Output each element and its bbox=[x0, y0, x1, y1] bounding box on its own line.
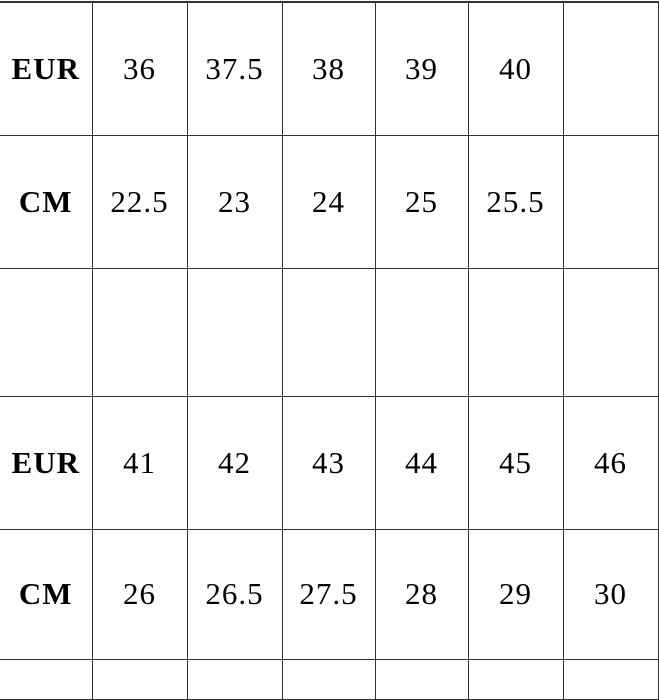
spacer-cell-2 bbox=[186, 267, 283, 397]
cell-cm-small-5: 25.5 bbox=[467, 134, 564, 269]
partial-cell-5 bbox=[467, 658, 564, 700]
cell-eur-small-3: 38 bbox=[281, 1, 376, 136]
cell-cm-small-3: 24 bbox=[281, 134, 376, 269]
cell-eur-large-2: 42 bbox=[186, 395, 283, 530]
cell-eur-small-1: 36 bbox=[91, 1, 188, 136]
spacer-cell-6 bbox=[562, 267, 659, 397]
spacer-cell-0 bbox=[0, 267, 93, 397]
cell-cm-small-6-empty bbox=[562, 134, 659, 269]
row-label-eur-small: EUR bbox=[0, 1, 93, 136]
row-label-eur-large: EUR bbox=[0, 395, 93, 530]
cell-eur-small-5: 40 bbox=[467, 1, 564, 136]
table-row-spacer bbox=[0, 267, 659, 397]
cell-eur-large-3: 43 bbox=[281, 395, 376, 530]
row-label-cm-large: CM bbox=[0, 528, 93, 660]
table-row-cm-large: CM 26 26.5 27.5 28 29 30 bbox=[0, 528, 659, 660]
partial-cell-1 bbox=[91, 658, 188, 700]
cell-eur-large-5: 45 bbox=[467, 395, 564, 530]
cell-eur-small-6-empty bbox=[562, 1, 659, 136]
cell-cm-small-4: 25 bbox=[374, 134, 469, 269]
table-row-eur-small: EUR 36 37.5 38 39 40 bbox=[0, 1, 659, 136]
cell-cm-large-3: 27.5 bbox=[281, 528, 376, 660]
table-row-eur-large: EUR 41 42 43 44 45 46 bbox=[0, 395, 659, 530]
cell-cm-large-5: 29 bbox=[467, 528, 564, 660]
cell-cm-small-1: 22.5 bbox=[91, 134, 188, 269]
partial-cell-2 bbox=[186, 658, 283, 700]
partial-cell-3 bbox=[281, 658, 376, 700]
partial-cell-4 bbox=[374, 658, 469, 700]
spacer-cell-5 bbox=[467, 267, 564, 397]
cell-eur-large-4: 44 bbox=[374, 395, 469, 530]
spacer-cell-3 bbox=[281, 267, 376, 397]
cell-cm-large-4: 28 bbox=[374, 528, 469, 660]
cell-eur-large-1: 41 bbox=[91, 395, 188, 530]
cell-eur-large-6: 46 bbox=[562, 395, 659, 530]
spacer-cell-4 bbox=[374, 267, 469, 397]
table-row-partial-cutoff bbox=[0, 658, 659, 700]
row-label-cm-small: CM bbox=[0, 134, 93, 269]
cell-cm-large-2: 26.5 bbox=[186, 528, 283, 660]
cell-cm-small-2: 23 bbox=[186, 134, 283, 269]
cell-cm-large-1: 26 bbox=[91, 528, 188, 660]
partial-cell-0 bbox=[0, 658, 93, 700]
spacer-cell-1 bbox=[91, 267, 188, 397]
cell-eur-small-2: 37.5 bbox=[186, 1, 283, 136]
cell-cm-large-6: 30 bbox=[562, 528, 659, 660]
cell-eur-small-4: 39 bbox=[374, 1, 469, 136]
table-row-cm-small: CM 22.5 23 24 25 25.5 bbox=[0, 134, 659, 269]
partial-cell-6 bbox=[562, 658, 659, 700]
